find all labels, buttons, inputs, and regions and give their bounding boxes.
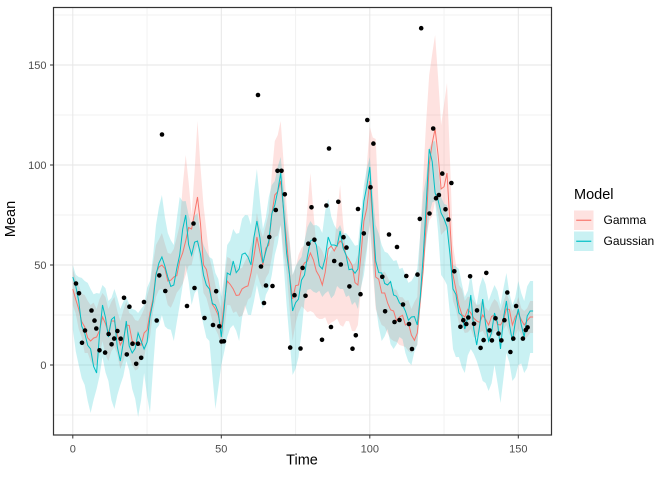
svg-text:150: 150: [28, 60, 46, 72]
svg-text:50: 50: [215, 444, 227, 456]
svg-text:Time: Time: [286, 453, 318, 469]
svg-text:0: 0: [40, 360, 46, 372]
svg-text:50: 50: [34, 260, 46, 272]
svg-text:0: 0: [70, 444, 76, 456]
svg-text:Mean: Mean: [3, 201, 19, 237]
svg-text:Model: Model: [574, 187, 614, 203]
svg-text:100: 100: [28, 160, 46, 172]
svg-text:150: 150: [509, 444, 527, 456]
svg-text:Gaussian: Gaussian: [604, 234, 655, 248]
svg-text:Gamma: Gamma: [604, 213, 647, 227]
svg-text:100: 100: [361, 444, 379, 456]
